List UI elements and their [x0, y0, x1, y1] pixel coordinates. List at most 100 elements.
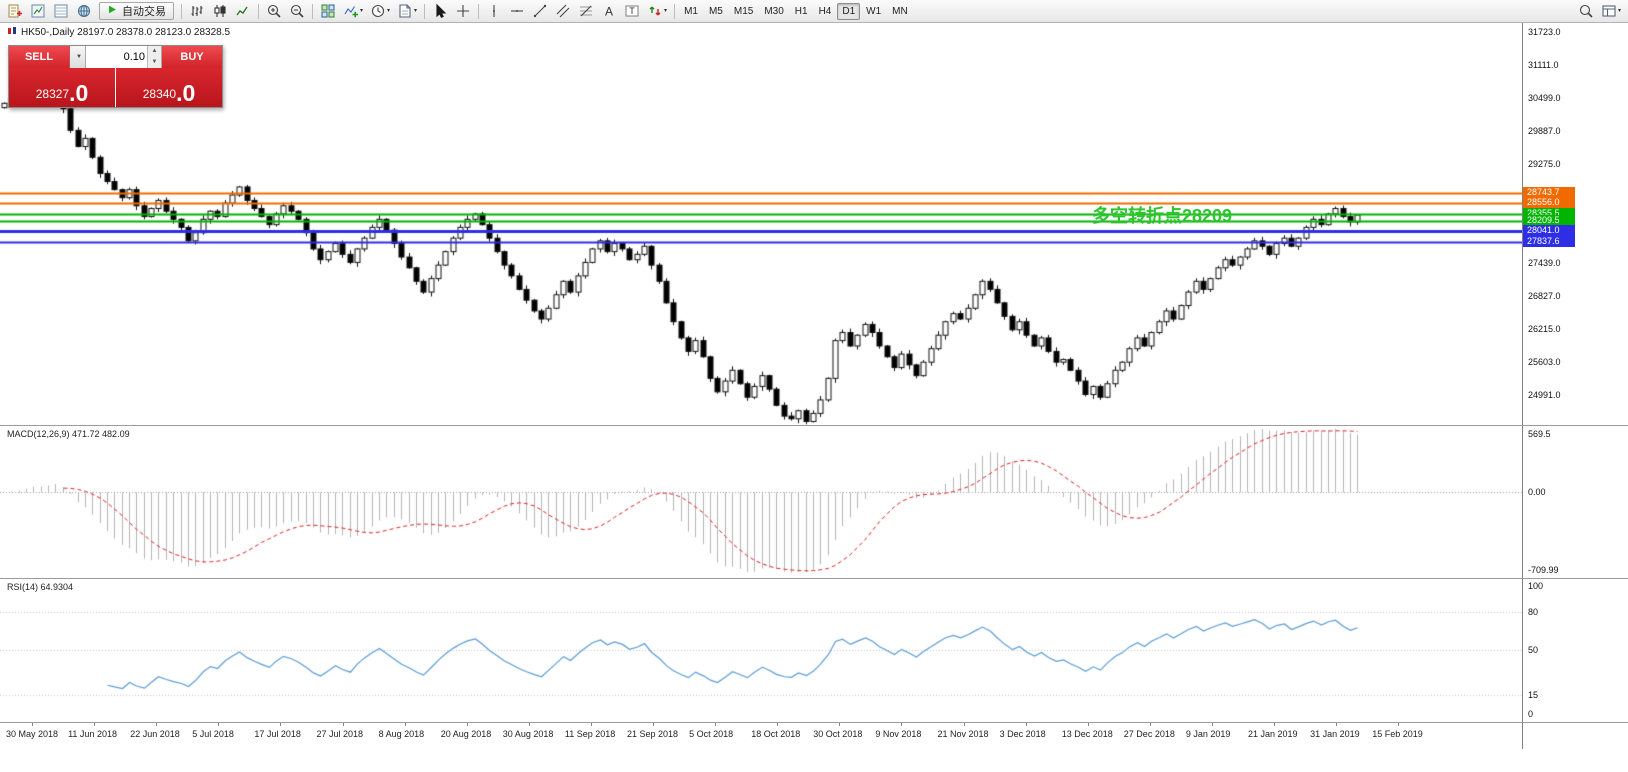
buy-button[interactable]: BUY — [162, 46, 222, 68]
navigator-icon[interactable] — [73, 2, 95, 21]
chart-title-text: HK50-,Daily 28197.0 28378.0 28123.0 2832… — [21, 27, 231, 38]
date-axis-label: 18 Oct 2018 — [751, 729, 801, 739]
volume-field-wrap: ▲ ▼ — [85, 46, 162, 68]
rsi-axis-label: 0 — [1528, 709, 1534, 719]
chevron-down-icon: ▾ — [1617, 8, 1621, 14]
toolbar-separator — [478, 3, 480, 19]
date-axis-tick — [1398, 722, 1400, 726]
templates-icon[interactable]: ▾ — [394, 2, 420, 21]
price-chart-canvas[interactable] — [0, 23, 1522, 425]
date-axis-tick — [466, 722, 468, 726]
search-icon[interactable] — [1575, 2, 1597, 21]
date-axis-tick — [1025, 722, 1027, 726]
volume-up-button[interactable]: ▲ — [148, 46, 161, 57]
timeframe-h1[interactable]: H1 — [790, 3, 813, 20]
date-axis[interactable]: 30 May 2018 11 Jun 2018 22 Jun 2018 5 Jul 2… — [0, 722, 1522, 749]
text-icon[interactable]: A — [598, 2, 620, 21]
timeframe-d1[interactable]: D1 — [837, 2, 861, 20]
price-level-tag: 28209.5 — [1523, 215, 1575, 227]
cursor-icon[interactable] — [429, 2, 451, 21]
zoom-out-icon[interactable] — [286, 2, 308, 21]
timeframe-m15[interactable]: M15 — [729, 3, 758, 20]
price-level-tag: 28355.5 — [1523, 207, 1575, 219]
toolbar-separator — [258, 3, 259, 19]
chart-tab-icon — [7, 26, 17, 39]
sell-price-main: 28327 — [35, 87, 70, 101]
timeframe-m5[interactable]: M5 — [704, 3, 728, 20]
chevron-down-icon: ▾ — [414, 8, 418, 14]
pane-separator[interactable] — [0, 425, 1628, 426]
price-axis[interactable]: 31723.0 31111.0 30499.0 29887.0 29275.0 27439… — [1522, 23, 1628, 749]
timeframe-w1[interactable]: W1 — [861, 3, 886, 20]
date-axis-label: 21 Sep 2018 — [627, 729, 679, 739]
date-axis-label: 21 Nov 2018 — [937, 729, 989, 739]
bar-chart-icon[interactable] — [186, 2, 208, 21]
timeframe-mn[interactable]: MN — [887, 3, 913, 20]
volume-input[interactable] — [86, 46, 147, 68]
indicators-icon[interactable]: ▾ — [340, 2, 366, 21]
crosshair-icon[interactable] — [452, 2, 474, 21]
date-axis-label: 5 Oct 2018 — [689, 729, 734, 739]
sell-button[interactable]: SELL — [9, 46, 69, 68]
price-axis-label: 26215.0 — [1528, 324, 1561, 335]
line-chart-icon[interactable] — [232, 2, 254, 21]
new-order-icon[interactable] — [4, 2, 26, 21]
buy-price[interactable]: 28340.0 — [116, 68, 222, 107]
date-axis-tick — [839, 722, 841, 726]
date-axis-label: 17 Jul 2018 — [254, 729, 301, 739]
price-axis-label: 26827.0 — [1528, 291, 1561, 301]
timeframe-m30[interactable]: M30 — [759, 3, 788, 20]
autotrading-button[interactable]: 自动交易 — [99, 2, 174, 20]
rsi-indicator-canvas[interactable] — [0, 578, 1522, 722]
price-axis-label: 29275.0 — [1528, 159, 1561, 169]
svg-text:T: T — [629, 6, 635, 16]
date-axis-tick — [1087, 722, 1089, 726]
pane-separator[interactable] — [0, 578, 1628, 579]
date-axis-label: 30 May 2018 — [6, 729, 59, 739]
date-axis-tick — [1274, 722, 1275, 726]
date-axis-label: 9 Jan 2019 — [1185, 729, 1231, 739]
date-axis-label: 31 Jan 2019 — [1310, 729, 1360, 739]
date-axis-tick — [1336, 722, 1338, 726]
date-axis-tick — [156, 722, 158, 726]
sell-price[interactable]: 28327.0 — [9, 68, 115, 107]
rsi-axis-label: 50 — [1528, 645, 1539, 655]
panels-icon[interactable]: ▾ — [1598, 2, 1624, 21]
horizontal-line-icon[interactable] — [506, 2, 528, 21]
date-axis-tick — [218, 722, 220, 726]
date-axis-label: 27 Dec 2018 — [1123, 729, 1175, 739]
periods-icon[interactable]: ▾ — [367, 2, 393, 21]
arrows-icon[interactable]: ▾ — [644, 2, 670, 21]
macd-indicator-canvas[interactable] — [0, 425, 1522, 578]
tile-windows-icon[interactable] — [317, 2, 339, 21]
timeframe-m1[interactable]: M1 — [679, 3, 703, 20]
label-icon[interactable]: T — [621, 2, 643, 21]
macd-axis-label: 569.5 — [1528, 429, 1551, 439]
data-window-icon[interactable] — [50, 2, 72, 21]
pane-separator[interactable] — [0, 722, 1628, 723]
chart-window: HK50-,Daily 28197.0 28378.0 28123.0 2832… — [0, 23, 1628, 772]
fibonacci-icon[interactable] — [575, 2, 597, 21]
price-axis-label: 29887.0 — [1528, 126, 1561, 136]
date-axis-tick — [963, 722, 965, 726]
rsi-axis-label: 15 — [1528, 689, 1539, 700]
trendline-icon[interactable] — [529, 2, 551, 21]
one-click-trading-panel: SELL ▼ ▲ ▼ BUY 28327.0 28340.0 — [8, 45, 223, 108]
price-axis-label: 24991.0 — [1528, 390, 1561, 401]
date-axis-tick — [342, 722, 344, 726]
main-toolbar: 自动交易 ▾ ▾ ▾ A T ▾ M1 M5 M15 M30 H1 H4 D1 W1 MN ▾ — [0, 0, 1628, 23]
market-watch-icon[interactable] — [27, 2, 49, 21]
timeframe-h4[interactable]: H4 — [814, 3, 837, 20]
date-axis-label: 8 Aug 2018 — [378, 729, 425, 739]
autotrading-label: 自动交易 — [122, 6, 166, 18]
sell-price-big: .0 — [69, 80, 89, 106]
date-axis-label: 30 Oct 2018 — [813, 729, 863, 739]
trade-options-dropdown[interactable]: ▼ — [69, 46, 85, 68]
candlestick-icon[interactable] — [209, 2, 231, 21]
zoom-in-icon[interactable] — [263, 2, 285, 21]
vertical-line-icon[interactable] — [483, 2, 505, 21]
volume-down-button[interactable]: ▼ — [148, 57, 161, 68]
channel-icon[interactable] — [552, 2, 574, 21]
date-axis-label: 30 Aug 2018 — [502, 729, 554, 739]
